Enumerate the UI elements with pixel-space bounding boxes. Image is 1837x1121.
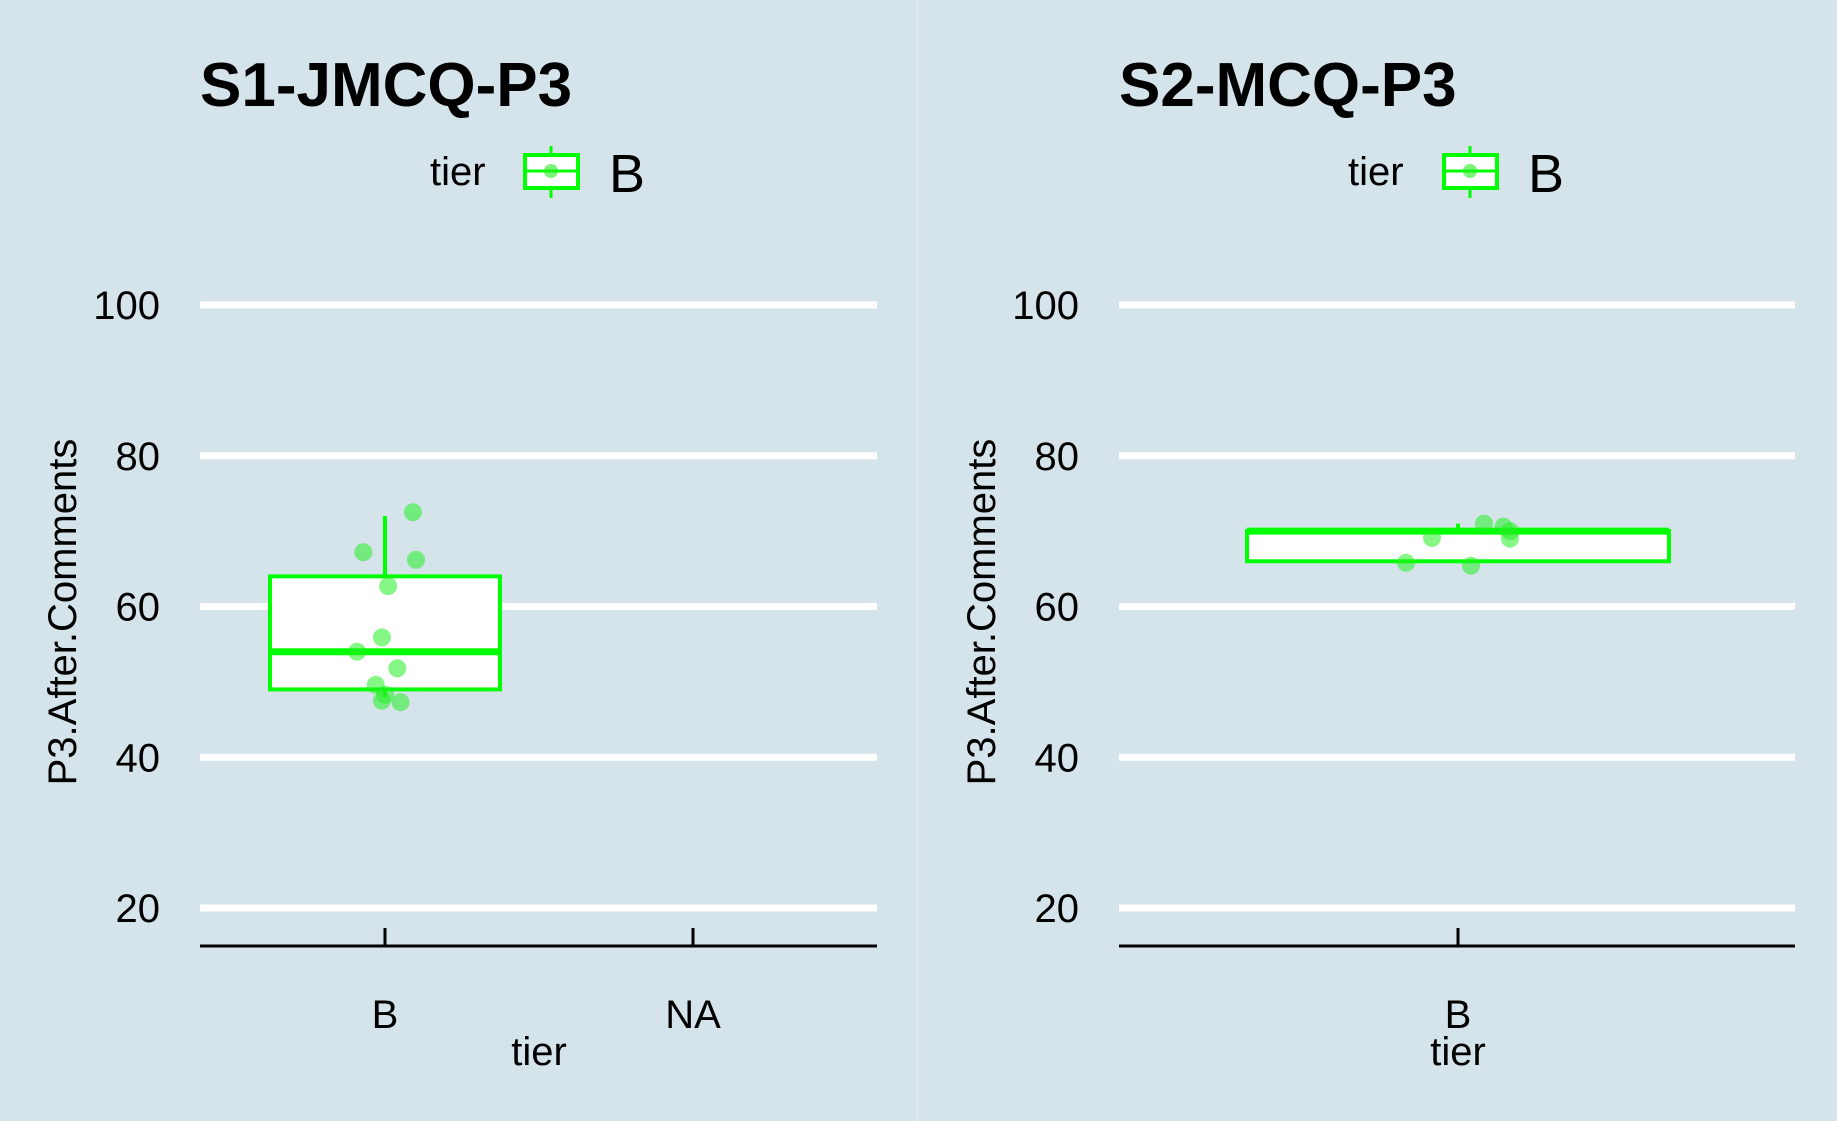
panel-title: S1-JMCQ-P3 bbox=[200, 51, 572, 120]
y-tick-label: 40 bbox=[116, 736, 161, 780]
data-point bbox=[372, 628, 391, 647]
y-tick-label: 40 bbox=[1035, 736, 1080, 780]
data-point bbox=[1475, 514, 1493, 533]
legend-label: B bbox=[609, 144, 645, 204]
panel-s1-jmcq-p3: S1-JMCQ-P3 tier B P3.After.Comments 20 40… bbox=[41, 51, 877, 1074]
data-point bbox=[391, 693, 410, 712]
x-tick-label: NA bbox=[665, 993, 721, 1037]
data-point bbox=[1423, 528, 1441, 547]
y-axis-title: P3.After.Comments bbox=[41, 439, 85, 786]
data-point bbox=[379, 577, 398, 596]
panel-s2-mcq-p3: S2-MCQ-P3 tier B P3.After.Comments 20 40 6… bbox=[960, 51, 1795, 1074]
panel-title: S2-MCQ-P3 bbox=[1119, 51, 1457, 120]
legend-key-box-icon bbox=[1442, 146, 1499, 198]
y-tick-label: 80 bbox=[116, 435, 161, 479]
y-tick-label: 20 bbox=[116, 887, 161, 931]
legend: tier B bbox=[430, 144, 645, 204]
y-axis-title: P3.After.Comments bbox=[960, 439, 1004, 786]
legend-title: tier bbox=[430, 150, 486, 194]
y-tick-label: 100 bbox=[1012, 284, 1079, 328]
x-tick-label: B bbox=[372, 993, 399, 1037]
data-point bbox=[348, 642, 367, 661]
x-axis-title: tier bbox=[511, 1030, 567, 1074]
y-tick-label: 60 bbox=[1035, 586, 1080, 630]
data-point bbox=[407, 550, 425, 569]
y-tick-label: 60 bbox=[116, 586, 161, 630]
data-point bbox=[403, 503, 422, 522]
legend: tier B bbox=[1348, 144, 1564, 204]
box bbox=[1245, 529, 1671, 564]
data-point bbox=[354, 543, 373, 562]
y-tick-label: 80 bbox=[1035, 435, 1080, 479]
y-tick-label: 100 bbox=[93, 284, 160, 328]
y-tick-label: 20 bbox=[1035, 887, 1080, 931]
legend-title: tier bbox=[1348, 150, 1404, 194]
x-tick-label: B bbox=[1445, 993, 1472, 1037]
x-axis-title: tier bbox=[1430, 1030, 1486, 1074]
data-point bbox=[1397, 553, 1415, 572]
data-point bbox=[388, 659, 407, 678]
data-point bbox=[1462, 556, 1480, 575]
plot-area: 20 40 60 80 100 B NA bbox=[93, 284, 877, 1037]
legend-label: B bbox=[1528, 144, 1564, 204]
data-point bbox=[1501, 529, 1519, 548]
legend-key-box-icon bbox=[523, 146, 580, 198]
data-point bbox=[372, 691, 391, 710]
plot-area: 20 40 60 80 100 B bbox=[1012, 284, 1795, 1037]
